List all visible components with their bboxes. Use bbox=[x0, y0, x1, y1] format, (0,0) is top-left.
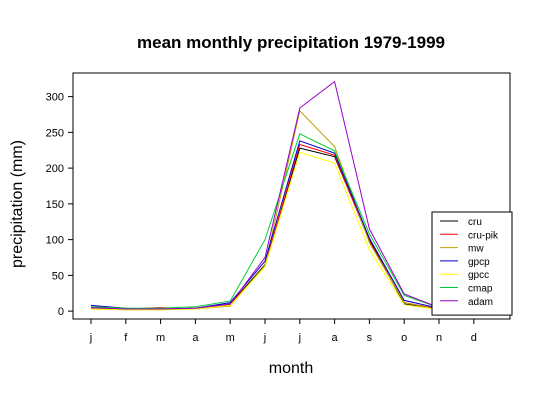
plot-frame bbox=[72, 72, 511, 320]
x-tick-label: m bbox=[156, 332, 165, 344]
chart-title: mean monthly precipitation 1979-1999 bbox=[137, 33, 445, 52]
series-line-cmap bbox=[90, 133, 474, 309]
legend-label-mw: mw bbox=[468, 244, 484, 255]
legend-label-adam: adam bbox=[468, 297, 493, 308]
x-tick-label: s bbox=[367, 332, 373, 344]
y-tick-label: 50 bbox=[52, 270, 64, 282]
x-tick-label: n bbox=[436, 332, 442, 344]
x-tick-label: m bbox=[226, 332, 235, 344]
legend-label-gpcp: gpcp bbox=[468, 257, 490, 268]
legend: cru cru-pik mw gpcp gpcc cmap adam bbox=[431, 211, 513, 316]
y-axis-label: precipitation (mm) bbox=[9, 140, 26, 268]
x-tick-label: a bbox=[192, 332, 199, 344]
legend-label-cmap: cmap bbox=[468, 284, 493, 295]
x-tick-label: j bbox=[263, 332, 266, 344]
y-tick-label: 150 bbox=[46, 199, 64, 211]
x-tick-label: f bbox=[124, 332, 128, 344]
series-line-cru bbox=[90, 147, 474, 310]
series-line-adam bbox=[90, 80, 474, 310]
legend-box bbox=[431, 211, 513, 316]
series-line-gpcp bbox=[90, 140, 474, 310]
x-tick-label: a bbox=[332, 332, 339, 344]
y-tick-label: 0 bbox=[58, 306, 64, 318]
y-tick-label: 100 bbox=[46, 235, 64, 247]
y-tick-label: 300 bbox=[46, 92, 64, 104]
legend-label-cru-pik: cru-pik bbox=[468, 230, 499, 241]
x-tick-label: d bbox=[471, 332, 477, 344]
legend-label-cru: cru bbox=[468, 217, 482, 228]
y-tick-label: 200 bbox=[46, 163, 64, 175]
x-axis-label: month bbox=[269, 360, 313, 377]
x-tick-label: o bbox=[401, 332, 407, 344]
series-lines bbox=[90, 80, 474, 311]
x-tick-label: j bbox=[89, 332, 92, 344]
y-tick-label: 250 bbox=[46, 127, 64, 139]
series-line-cru-pik bbox=[90, 143, 474, 310]
x-tick-label: j bbox=[298, 332, 301, 344]
series-line-gpcc bbox=[90, 151, 474, 311]
y-axis: 0 50 100 150 200 250 300 bbox=[46, 92, 73, 318]
legend-label-gpcc: gpcc bbox=[468, 270, 489, 281]
